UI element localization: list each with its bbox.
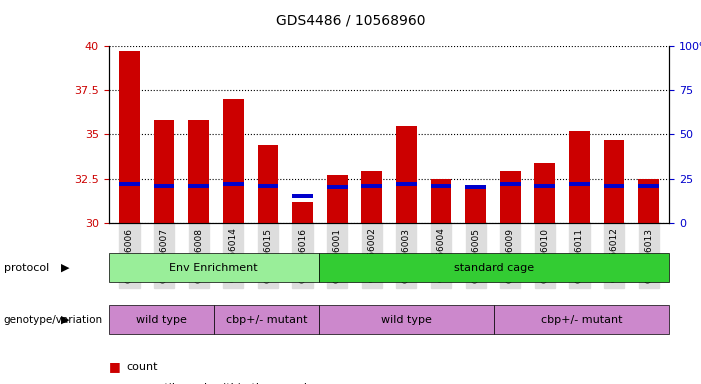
Bar [396, 182, 417, 186]
Bar [327, 185, 348, 189]
Bar [257, 145, 278, 223]
Bar [361, 172, 382, 223]
Text: cbp+/- mutant: cbp+/- mutant [226, 314, 307, 325]
Bar [189, 120, 209, 223]
Bar [430, 184, 451, 187]
Text: standard cage: standard cage [454, 263, 534, 273]
Bar [639, 184, 659, 187]
Bar [604, 184, 625, 187]
Text: wild type: wild type [381, 314, 432, 325]
Bar [604, 140, 625, 223]
Bar [327, 175, 348, 223]
Bar [223, 99, 244, 223]
Text: ■: ■ [109, 360, 121, 373]
Bar [257, 184, 278, 187]
Bar [396, 126, 417, 223]
Bar [154, 120, 175, 223]
Text: ▶: ▶ [61, 263, 69, 273]
Bar [465, 185, 486, 189]
Bar [534, 163, 555, 223]
Text: cbp+/- mutant: cbp+/- mutant [541, 314, 622, 325]
Text: ▶: ▶ [61, 314, 69, 325]
Bar [119, 182, 139, 186]
Bar [569, 131, 590, 223]
Bar [292, 194, 313, 198]
Text: ■: ■ [109, 381, 121, 384]
Bar [569, 182, 590, 186]
Bar [223, 182, 244, 186]
Bar [189, 184, 209, 187]
Text: count: count [126, 362, 158, 372]
Text: GDS4486 / 10568960: GDS4486 / 10568960 [275, 13, 426, 27]
Bar [534, 184, 555, 187]
Bar [500, 172, 521, 223]
Bar [361, 184, 382, 187]
Bar [119, 51, 139, 223]
Text: percentile rank within the sample: percentile rank within the sample [126, 383, 314, 384]
Text: protocol: protocol [4, 263, 49, 273]
Bar [500, 182, 521, 186]
Text: genotype/variation: genotype/variation [4, 314, 102, 325]
Bar [465, 189, 486, 223]
Text: wild type: wild type [136, 314, 186, 325]
Bar [639, 179, 659, 223]
Bar [430, 179, 451, 223]
Bar [292, 202, 313, 223]
Bar [154, 184, 175, 187]
Text: Env Enrichment: Env Enrichment [170, 263, 258, 273]
